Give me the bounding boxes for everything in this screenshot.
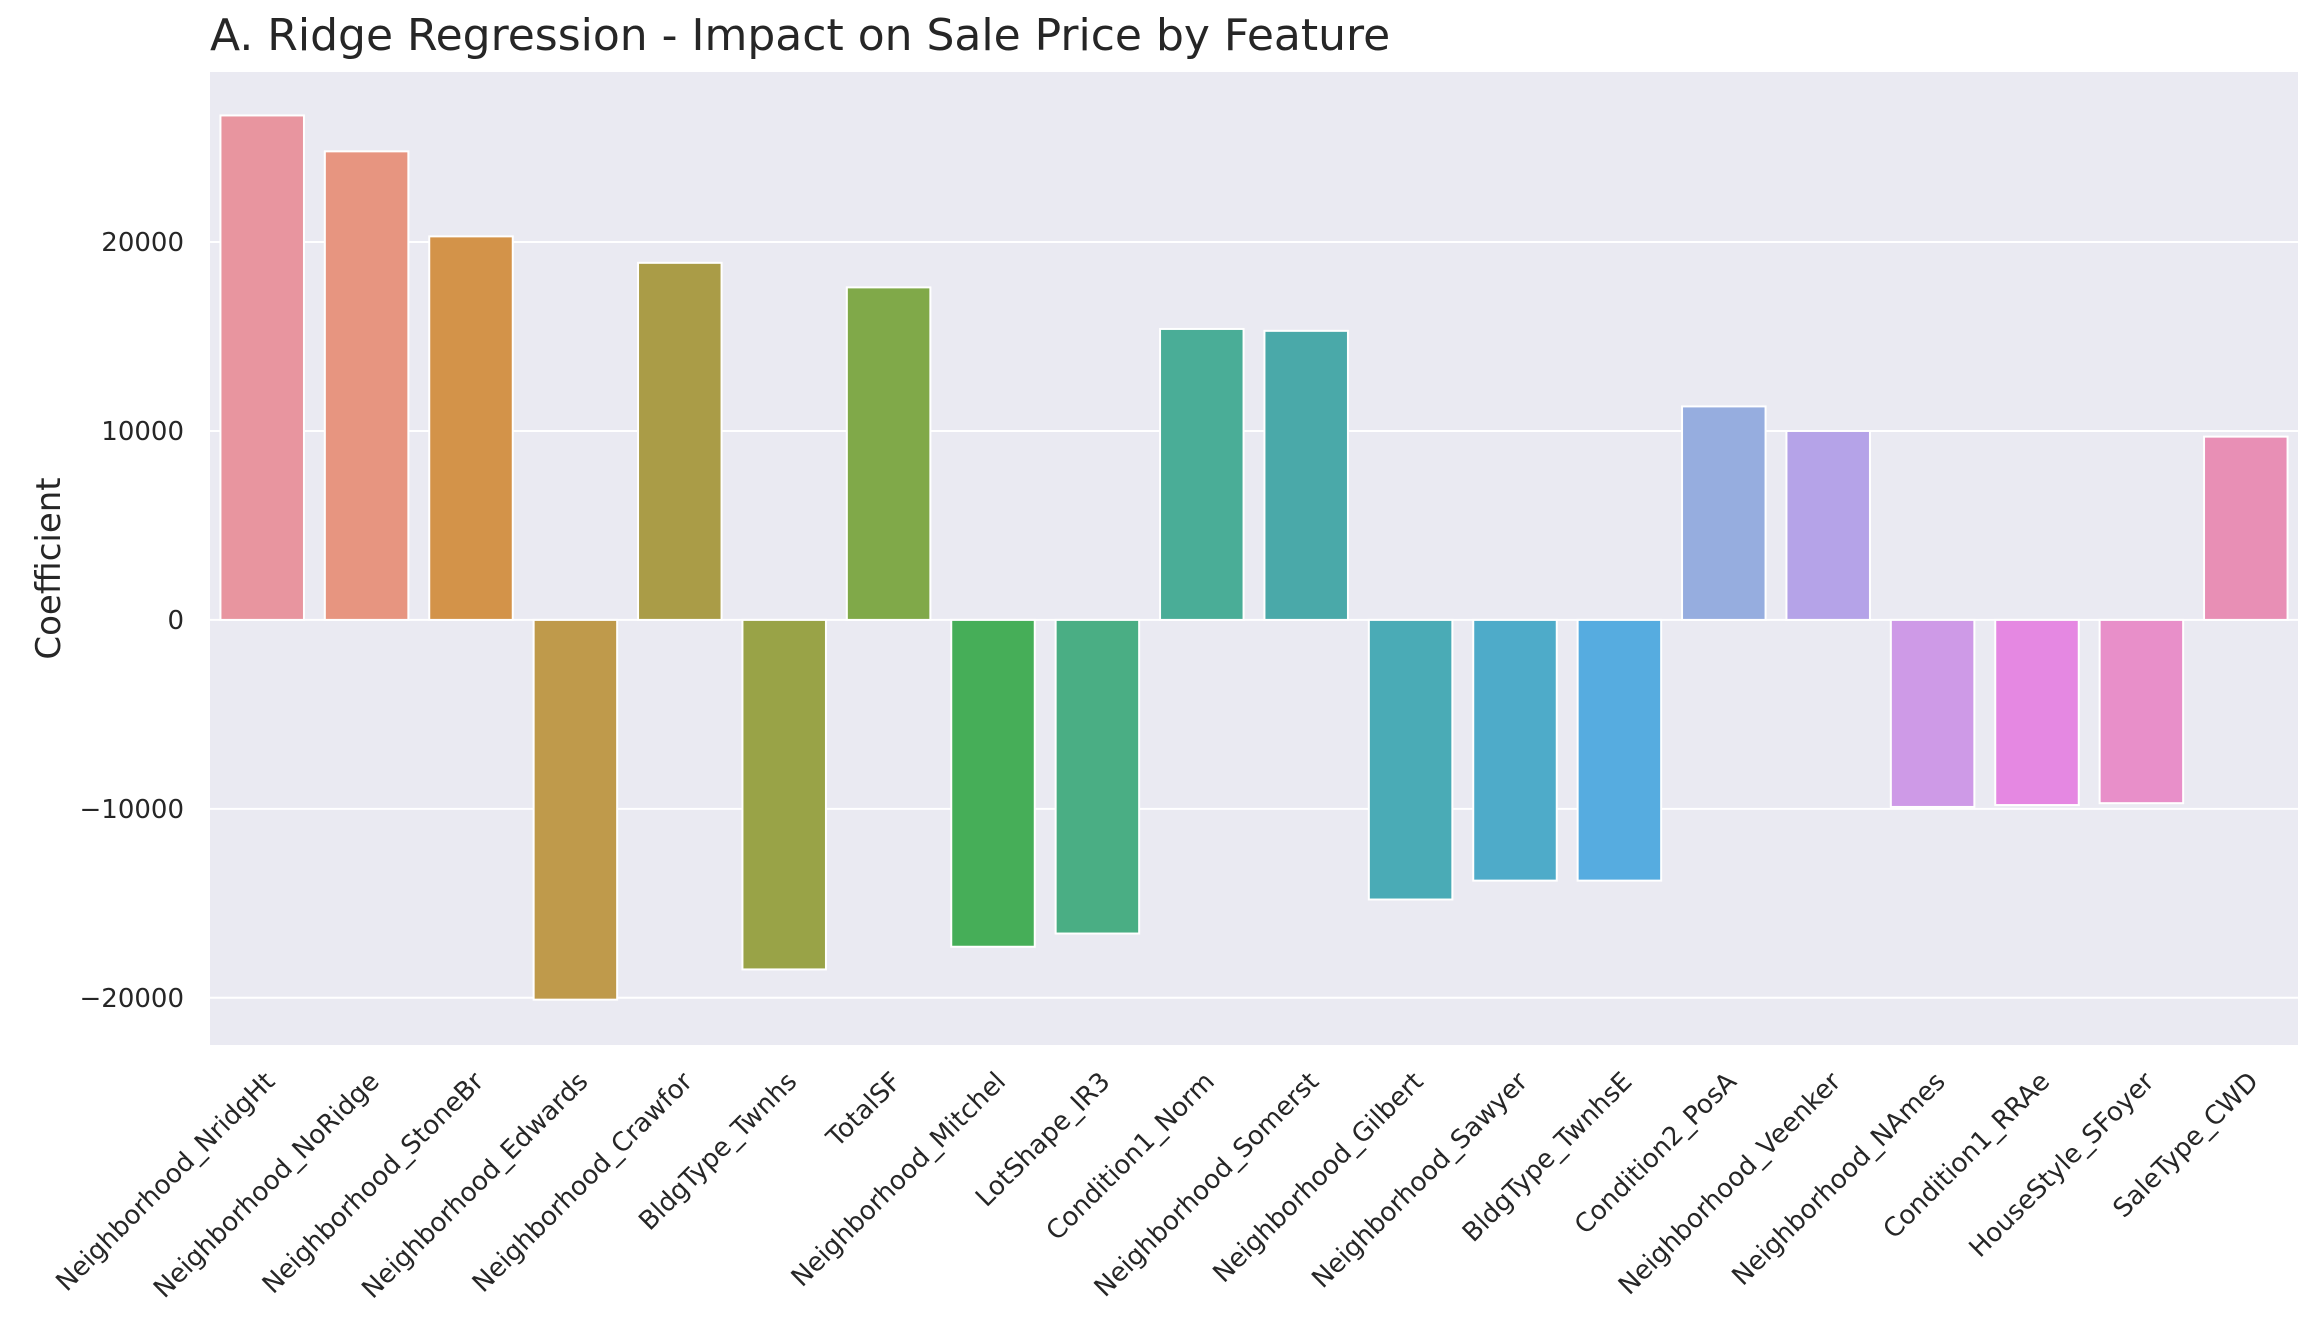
x-tick-label: Neighborhood_Crawfor: [467, 1067, 699, 1299]
bars: [219, 114, 2289, 1001]
bar: [1367, 618, 1454, 901]
x-tick-label: Neighborhood_Gilbert: [1207, 1067, 1429, 1289]
chart-title: A. Ridge Regression - Impact on Sale Pri…: [210, 10, 1391, 61]
bar: [532, 618, 619, 1001]
y-tick-label: 0: [167, 606, 184, 636]
bar: [845, 286, 932, 621]
x-tick-labels: Neighborhood_NridgHtNeighborhood_NoRidge…: [50, 1067, 2264, 1305]
bar: [1681, 405, 1767, 621]
bar: [2098, 618, 2185, 805]
y-tick-label: −10000: [80, 795, 185, 825]
bar: [1472, 618, 1558, 882]
plot-background: [210, 72, 2298, 1045]
bar: [428, 235, 514, 621]
bar: [1889, 618, 1976, 808]
bar: [1159, 327, 1245, 621]
bar: [1785, 429, 1871, 621]
x-tick-label: Neighborhood_Sawyer: [1306, 1067, 1534, 1295]
y-tick-labels: −20000 −10000 0 10000 20000: [80, 228, 185, 1014]
y-tick-label: 20000: [101, 228, 184, 258]
bar: [950, 618, 1036, 948]
bar: [1576, 618, 1663, 882]
y-axis-label: Coefficient: [29, 477, 69, 659]
bar: [2203, 435, 2289, 621]
bar: [741, 618, 827, 971]
x-tick-label: HouseStyle_SFoyer: [1964, 1067, 2161, 1264]
x-tick-label: Neighborhood_Mitchel: [786, 1067, 1012, 1293]
bar: [1054, 618, 1141, 935]
x-tick-label: Neighborhood_StoneBr: [257, 1067, 490, 1300]
bar: [1263, 329, 1349, 621]
bar: [637, 261, 723, 621]
bar: [323, 150, 410, 621]
y-tick-label: −20000: [80, 984, 185, 1014]
bar: [1994, 618, 2080, 807]
x-tick-label: Neighborhood_NridgHt: [50, 1067, 281, 1298]
x-tick-label: Neighborhood_NAmes: [1727, 1067, 1952, 1292]
y-tick-label: 10000: [101, 417, 184, 447]
x-tick-label: TotalSF: [820, 1067, 907, 1154]
bar: [219, 114, 305, 621]
